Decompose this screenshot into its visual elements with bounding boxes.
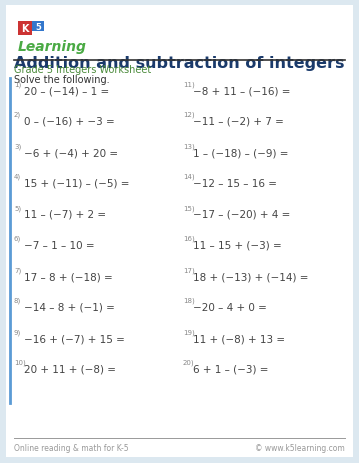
Text: 0 – (−16) + −3 =: 0 – (−16) + −3 = xyxy=(24,117,115,127)
Text: −20 – 4 + 0 =: −20 – 4 + 0 = xyxy=(193,302,267,313)
Text: −7 – 1 – 10 =: −7 – 1 – 10 = xyxy=(24,240,95,250)
Text: Learning: Learning xyxy=(18,40,87,54)
Text: Solve the following.: Solve the following. xyxy=(14,75,109,85)
Text: 7): 7) xyxy=(14,266,21,273)
Text: 15): 15) xyxy=(183,205,195,211)
Text: 4): 4) xyxy=(14,174,21,180)
Text: 3): 3) xyxy=(14,143,21,149)
Text: 2): 2) xyxy=(14,112,21,118)
Text: −8 + 11 – (−16) =: −8 + 11 – (−16) = xyxy=(193,86,290,96)
Text: 15 + (−11) – (−5) =: 15 + (−11) – (−5) = xyxy=(24,179,130,188)
Text: K: K xyxy=(21,24,29,34)
Text: 11): 11) xyxy=(183,81,195,88)
Text: 9): 9) xyxy=(14,328,21,335)
Bar xyxy=(18,22,32,36)
Text: 10): 10) xyxy=(14,359,26,366)
Text: 11 + (−8) + 13 =: 11 + (−8) + 13 = xyxy=(193,333,285,343)
Text: © www.k5learning.com: © www.k5learning.com xyxy=(255,443,345,452)
Text: 11 – 15 + (−3) =: 11 – 15 + (−3) = xyxy=(193,240,282,250)
Text: 16): 16) xyxy=(183,236,195,242)
Text: 13): 13) xyxy=(183,143,195,149)
Text: 1 – (−18) – (−9) =: 1 – (−18) – (−9) = xyxy=(193,148,289,158)
Text: 11 – (−7) + 2 =: 11 – (−7) + 2 = xyxy=(24,210,106,219)
Text: 6 + 1 – (−3) =: 6 + 1 – (−3) = xyxy=(193,364,269,374)
Text: −16 + (−7) + 15 =: −16 + (−7) + 15 = xyxy=(24,333,125,343)
Text: 8): 8) xyxy=(14,297,21,304)
Text: 17): 17) xyxy=(183,266,195,273)
Text: 17 – 8 + (−18) =: 17 – 8 + (−18) = xyxy=(24,271,113,282)
Text: 20): 20) xyxy=(183,359,195,366)
Text: Addition and subtraction of integers: Addition and subtraction of integers xyxy=(14,56,345,71)
Text: Grade 5 Integers Worksheet: Grade 5 Integers Worksheet xyxy=(14,65,151,75)
Text: 5): 5) xyxy=(14,205,21,211)
Text: 20 – (−14) – 1 =: 20 – (−14) – 1 = xyxy=(24,86,109,96)
Text: 6): 6) xyxy=(14,236,21,242)
Text: Online reading & math for K-5: Online reading & math for K-5 xyxy=(14,443,129,452)
Text: 5: 5 xyxy=(35,22,41,31)
Text: −11 – (−2) + 7 =: −11 – (−2) + 7 = xyxy=(193,117,284,127)
Text: 20 + 11 + (−8) =: 20 + 11 + (−8) = xyxy=(24,364,116,374)
Text: −6 + (−4) + 20 =: −6 + (−4) + 20 = xyxy=(24,148,118,158)
Text: 18): 18) xyxy=(183,297,195,304)
Text: −17 – (−20) + 4 =: −17 – (−20) + 4 = xyxy=(193,210,290,219)
Text: −14 – 8 + (−1) =: −14 – 8 + (−1) = xyxy=(24,302,115,313)
Text: 1): 1) xyxy=(14,81,21,88)
Text: 18 + (−13) + (−14) =: 18 + (−13) + (−14) = xyxy=(193,271,308,282)
Text: 19): 19) xyxy=(183,328,195,335)
Text: −12 – 15 – 16 =: −12 – 15 – 16 = xyxy=(193,179,277,188)
Bar xyxy=(32,22,44,32)
Text: 12): 12) xyxy=(183,112,195,118)
Text: 14): 14) xyxy=(183,174,195,180)
